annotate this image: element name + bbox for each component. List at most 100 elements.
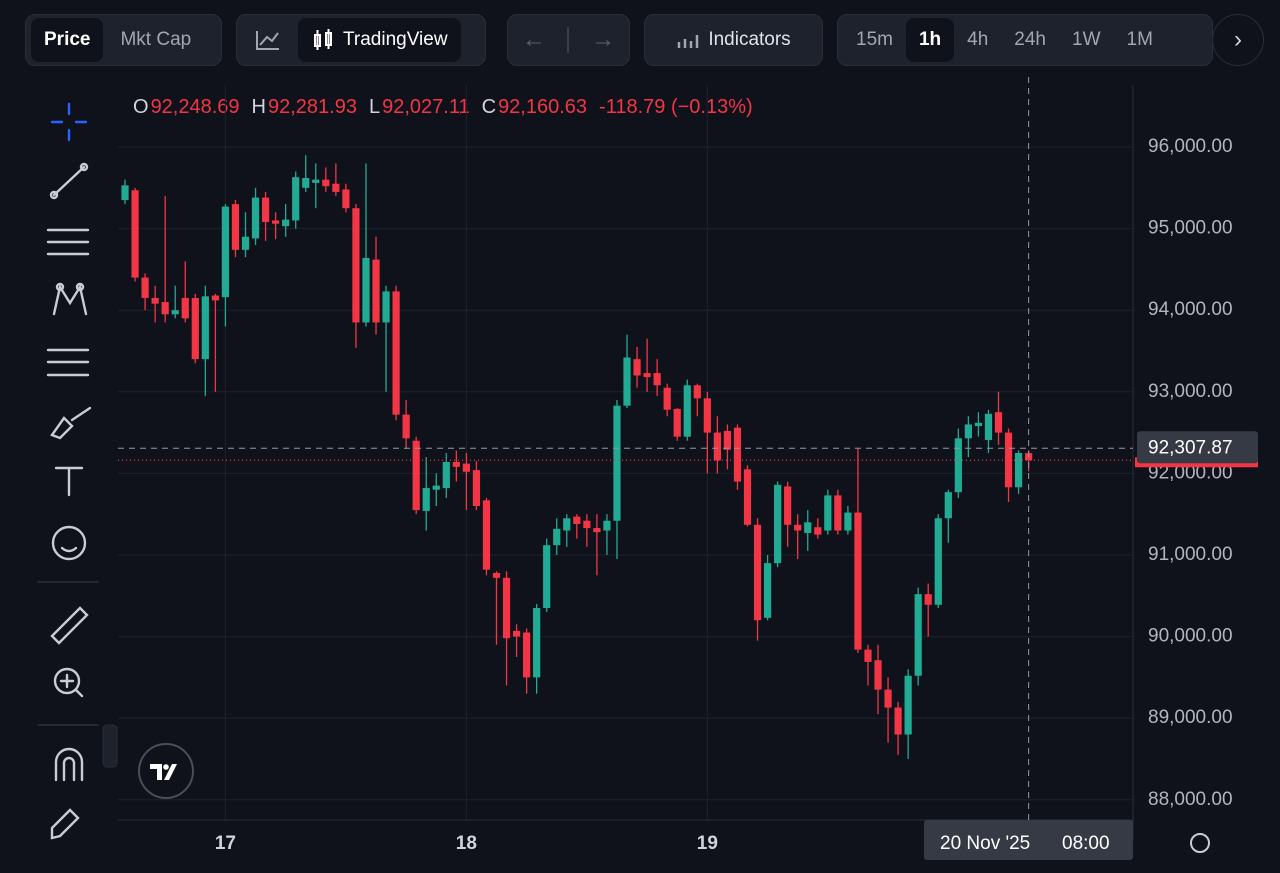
chart-style-label: TradingView [343,29,448,50]
chart-style-button[interactable]: TradingView [298,18,461,62]
candle-body [603,520,611,531]
candle-body [563,518,571,531]
candle-body [151,297,159,304]
brush-tool[interactable] [50,406,92,440]
legend-value: 92,281.93 [268,96,357,118]
candle-body [633,359,641,376]
candle-body [743,469,752,525]
candle-body [874,660,882,690]
candle-body [161,302,169,315]
ohlc-legend: O 92,248.69 H 92,281.93 L 92,027.11 C 92,160.63… [133,96,753,118]
candle-body [201,296,209,360]
candle-body [282,219,290,227]
collapse-button[interactable] [102,724,118,768]
interval-button[interactable]: 1M [1126,29,1153,50]
ruler-tool[interactable] [50,606,89,645]
legend-key: L [369,96,380,118]
legend-value: 92,027.11 [382,96,470,118]
legend-key: C [482,96,496,118]
candle-body [543,545,551,609]
redo-button[interactable]: → [591,26,616,53]
line-tool[interactable] [49,162,89,200]
candle-body [753,524,762,621]
candle-body [512,630,521,637]
candle-body [171,310,179,315]
candle-body [272,220,280,224]
candle-body [342,189,350,209]
candle-body [774,484,782,564]
candle-body [904,675,912,735]
interval-button[interactable]: 1h [905,18,955,62]
candle-body [121,185,129,201]
pattern-tool[interactable] [52,282,88,316]
candle-body [231,204,240,250]
y-tick-label: 90,000.00 [1148,626,1233,647]
more-button[interactable]: › [1212,14,1264,66]
mode-group: Price Mkt Cap [25,14,222,66]
y-tick-label: 91,000.00 [1148,544,1233,565]
indicators-button[interactable]: Indicators [644,14,823,66]
candle-body [854,512,862,650]
candle-body [673,408,681,437]
interval-button[interactable]: 1W [1072,29,1101,50]
candle-body [211,295,219,301]
y-tick-label: 93,000.00 [1148,381,1233,402]
candle-body [1004,432,1013,488]
text-tool[interactable] [54,466,84,497]
legend-key: H [252,96,266,118]
candle-body [593,528,601,533]
interval-group: 15m 1h 4h 24h 1W 1M [837,14,1213,66]
candle-body [814,527,822,535]
candle-body [894,707,902,735]
x-tick-label: 18 [456,833,477,854]
interval-button[interactable]: 4h [967,29,989,50]
icon [314,29,332,50]
candle-body [733,427,742,482]
candle-body [884,689,892,708]
candle-body [131,190,139,278]
candle-body [502,577,511,639]
sidebar [37,102,118,840]
crosshair-time-date: 20 Nov '25 [940,833,1030,854]
crosshair-price-box [1137,431,1258,464]
candle-body [442,461,450,489]
candle-body [482,500,491,570]
candle-body [824,495,832,531]
lock-tool[interactable] [50,808,80,840]
candle-body [1014,452,1023,488]
settings-button[interactable] [1190,833,1210,853]
crosshair-tool[interactable] [50,102,88,142]
candle-body [412,440,420,511]
emoji-tool[interactable] [51,525,87,561]
mode-button[interactable]: Price [31,18,104,62]
candle-body [693,385,701,399]
interval-button[interactable]: 15m [856,29,893,50]
fib-tool[interactable] [46,228,90,256]
interval-button[interactable]: 24h [1014,29,1046,50]
candle-body [292,177,300,221]
crosshair-price-label: 92,307.87 [1148,437,1233,458]
divider [567,27,570,53]
line-style-button[interactable] [242,18,294,62]
candle-body [362,257,370,323]
legend-value: 92,248.69 [151,96,240,118]
candle-body [523,632,531,678]
candle-body [191,297,199,360]
candle-body [924,594,932,605]
icon [678,35,699,48]
magnet-tool[interactable] [54,747,84,782]
candle-body [613,405,621,521]
y-tick-label: 95,000.00 [1148,218,1233,239]
candle-body [462,463,470,472]
zoom-tool[interactable] [53,667,84,698]
candle-body [553,528,561,546]
candle-body [583,520,591,529]
y-tick-label: 89,000.00 [1148,707,1233,728]
forecast-tool[interactable] [46,348,90,377]
y-tick-label: 88,000.00 [1148,789,1233,810]
undo-button[interactable]: ← [521,26,546,53]
mode-button[interactable]: Mkt Cap [120,29,192,50]
candle-body [623,357,631,406]
candle-body [984,413,993,440]
